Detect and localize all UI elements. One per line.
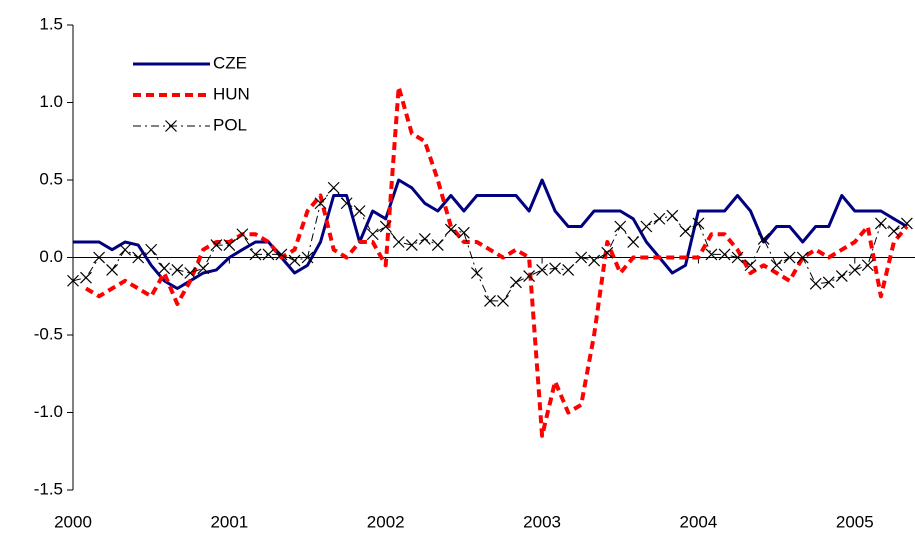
x-tick-label: 2002 (367, 512, 405, 531)
x-tick-label: 2003 (523, 512, 561, 531)
x-marker (601, 246, 614, 259)
x-marker (588, 254, 601, 267)
series-line (72, 187, 908, 302)
x-marker (405, 239, 418, 252)
x-marker (666, 209, 679, 222)
x-marker (67, 274, 79, 287)
x-tick-label: 2001 (210, 512, 248, 531)
x-marker (470, 267, 483, 279)
x-marker (132, 251, 145, 264)
x-marker (510, 276, 522, 289)
x-marker (822, 276, 835, 289)
x-marker (887, 225, 900, 238)
x-marker (366, 228, 379, 241)
x-marker (197, 262, 210, 275)
x-marker (457, 226, 470, 239)
x-marker (549, 262, 561, 275)
legend-label: POL (213, 115, 247, 134)
x-marker (835, 270, 848, 283)
x-marker (249, 248, 262, 261)
x-marker (653, 212, 666, 225)
x-tick-label: 2004 (680, 512, 718, 531)
x-marker (627, 236, 640, 248)
x-marker (536, 263, 549, 276)
x-marker (874, 217, 887, 230)
x-marker (705, 248, 718, 261)
y-tick-label: -0.5 (34, 324, 63, 343)
x-marker (379, 220, 392, 233)
x-marker (484, 294, 496, 307)
y-tick-label: 1.5 (39, 14, 63, 33)
series-line (73, 178, 908, 290)
x-marker (145, 243, 158, 256)
x-marker (900, 217, 913, 230)
x-marker (262, 248, 275, 261)
y-tick-label: 1.0 (39, 92, 63, 111)
x-marker (679, 225, 692, 238)
x-marker (301, 251, 314, 264)
x-marker (796, 251, 809, 264)
legend-marker (165, 120, 177, 132)
y-tick-label: -1.5 (34, 479, 63, 498)
x-marker (770, 259, 783, 272)
x-marker (210, 239, 223, 252)
y-tick-label: 0.5 (39, 169, 63, 188)
x-marker (353, 205, 366, 217)
x-marker (314, 197, 327, 210)
x-marker (431, 239, 444, 252)
x-marker (523, 270, 536, 283)
x-marker (106, 263, 119, 276)
legend-label: CZE (213, 53, 247, 72)
x-marker (80, 271, 92, 284)
x-marker (444, 223, 457, 236)
legend-label: HUN (213, 84, 250, 103)
x-marker (327, 181, 340, 194)
x-marker (236, 228, 249, 241)
x-marker (744, 259, 757, 272)
x-marker (731, 251, 744, 264)
x-marker (614, 220, 627, 233)
x-marker (861, 259, 874, 272)
x-marker (562, 263, 575, 276)
series-line (84, 85, 909, 438)
x-marker (418, 232, 431, 245)
x-marker (640, 220, 653, 233)
x-marker (93, 251, 106, 264)
x-marker (119, 243, 131, 256)
x-marker (158, 262, 171, 275)
y-tick-label: 0.0 (39, 247, 63, 266)
x-marker (809, 277, 822, 290)
x-marker (288, 254, 301, 267)
y-tick-label: -1.0 (34, 402, 63, 421)
x-marker (275, 248, 288, 261)
x-marker (575, 251, 588, 264)
x-marker (340, 197, 353, 210)
x-marker (692, 217, 705, 230)
x-marker (171, 263, 184, 276)
x-tick-label: 2000 (54, 512, 92, 531)
x-marker (718, 248, 731, 261)
x-marker (184, 267, 197, 279)
x-marker (848, 263, 861, 276)
x-marker (783, 251, 796, 264)
x-marker (392, 236, 405, 248)
x-marker (223, 239, 236, 252)
x-tick-label: 2005 (836, 512, 874, 531)
x-marker (497, 294, 509, 307)
x-marker (757, 232, 770, 245)
